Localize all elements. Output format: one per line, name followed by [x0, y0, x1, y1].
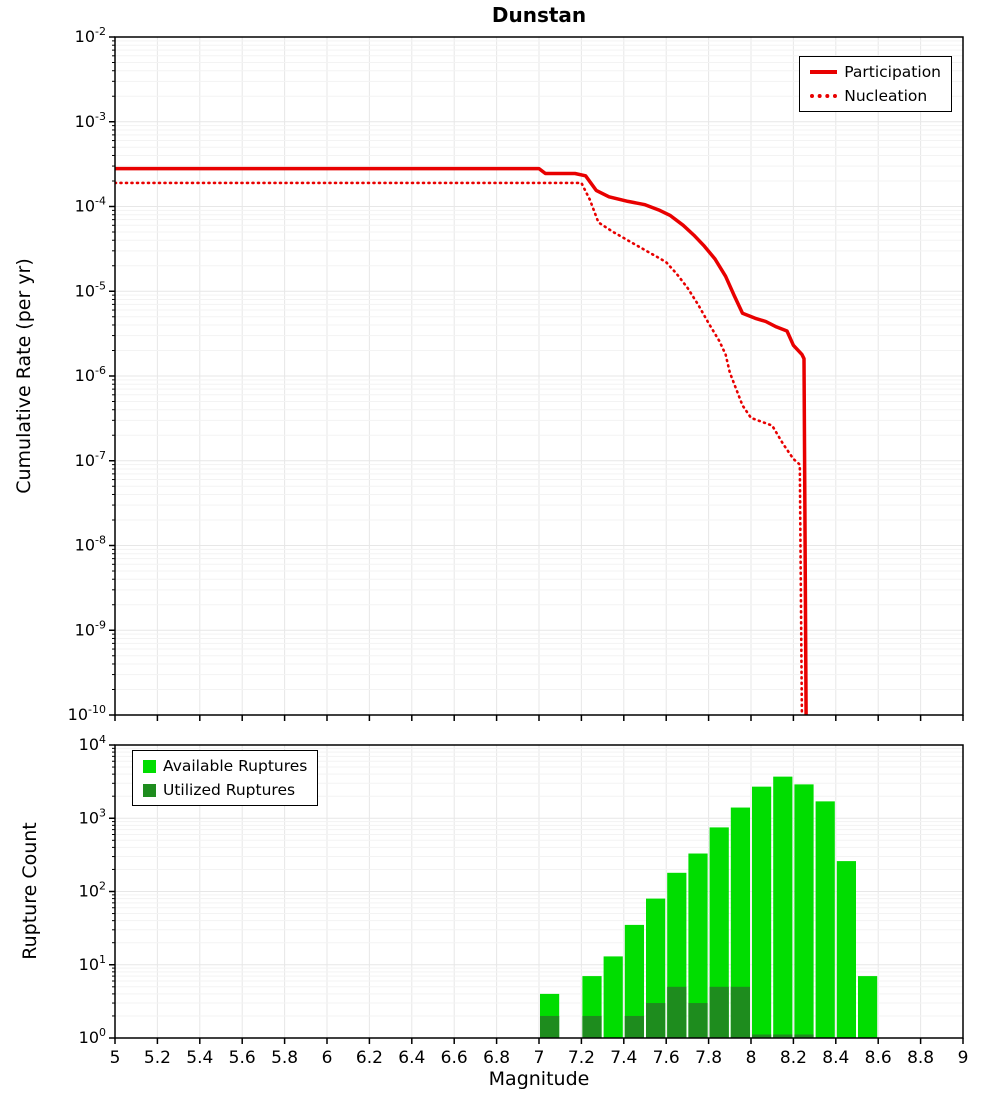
y-tick-label: 104	[79, 733, 106, 754]
y-tick-label: 10-5	[75, 279, 106, 300]
y-tick-label: 102	[79, 880, 106, 901]
y-tick-label: 10-7	[75, 449, 106, 470]
x-tick-label: 6.2	[356, 1048, 383, 1068]
y-tick-label: 10-9	[75, 618, 106, 639]
x-tick-label: 8.6	[865, 1048, 892, 1068]
y-tick-label: 101	[79, 953, 106, 974]
y-axis-label-count: Rupture Count	[19, 822, 41, 960]
x-tick-label: 6.4	[398, 1048, 425, 1068]
y-tick-label: 10-4	[75, 195, 106, 216]
participation-line-swatch	[810, 70, 838, 74]
x-tick-label: 7	[534, 1048, 545, 1068]
top-panel-frame	[114, 36, 964, 716]
rupture-legend: Available Ruptures Utilized Ruptures	[132, 750, 319, 806]
legend-item-utilized: Utilized Ruptures	[143, 781, 307, 799]
legend-item-available: Available Ruptures	[143, 757, 307, 775]
x-tick-label: 7.2	[568, 1048, 595, 1068]
y-tick-label: 10-8	[75, 534, 106, 555]
x-tick-label: 6.8	[483, 1048, 510, 1068]
chart-title: Dunstan	[491, 3, 587, 27]
y-tick-label: 100	[79, 1026, 106, 1047]
x-tick-label: 7.8	[695, 1048, 722, 1068]
y-tick-label: 103	[79, 806, 106, 827]
rate-legend: Participation Nucleation	[799, 56, 952, 112]
x-axis-label: Magnitude	[488, 1068, 590, 1090]
y-axis-label-rate: Cumulative Rate (per yr)	[13, 258, 35, 494]
x-tick-label: 9	[958, 1048, 969, 1068]
x-tick-label: 8.2	[780, 1048, 807, 1068]
x-tick-label: 8.8	[907, 1048, 934, 1068]
available-ruptures-swatch	[143, 759, 156, 773]
x-tick-label: 6	[322, 1048, 333, 1068]
nucleation-legend-label: Nucleation	[844, 87, 928, 105]
x-tick-label: 8.4	[822, 1048, 849, 1068]
bottom-panel: 100 101 102 103 104 5 5.2 5.4 5.6 5.8 6 6.2 6.4 6.6 6.…	[79, 733, 969, 1068]
x-tick-label: 7.6	[653, 1048, 680, 1068]
x-tick-label: 5.8	[271, 1048, 298, 1068]
participation-legend-label: Participation	[844, 63, 941, 81]
top-panel: 10-2 10-3 10-4 10-5 10-6 10-7 10-8 10-9 10-10	[68, 25, 964, 724]
utilized-ruptures-swatch	[143, 783, 156, 797]
x-tick-label: 5	[110, 1048, 121, 1068]
y-tick-label: 10-10	[68, 703, 106, 724]
legend-item-nucleation: Nucleation	[810, 87, 941, 105]
y-tick-label: 10-3	[75, 110, 106, 131]
legend-item-participation: Participation	[810, 63, 941, 81]
x-tick-label: 8	[746, 1048, 757, 1068]
utilized-legend-label: Utilized Ruptures	[163, 781, 296, 799]
x-tick-label: 5.6	[229, 1048, 256, 1068]
y-tick-label: 10-6	[75, 364, 106, 385]
x-tick-label: 5.4	[186, 1048, 213, 1068]
y-tick-label: 10-2	[75, 25, 106, 46]
x-tick-label: 6.6	[441, 1048, 468, 1068]
available-legend-label: Available Ruptures	[163, 757, 308, 775]
participation-line	[115, 166, 808, 715]
x-tick-label: 7.4	[610, 1048, 637, 1068]
x-tick-label: 5.2	[144, 1048, 171, 1068]
nucleation-line-swatch	[810, 94, 838, 98]
utilized-ruptures-bars	[540, 986, 814, 1038]
nucleation-line	[115, 181, 804, 715]
bottom-panel-frame	[114, 744, 964, 1039]
